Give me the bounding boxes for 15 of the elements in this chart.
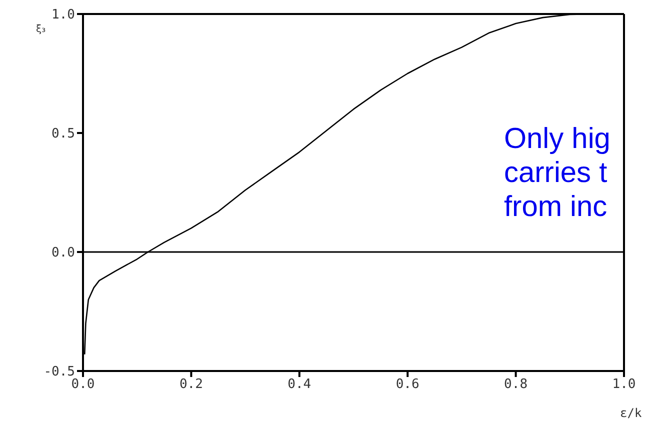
x-axis-title: ε/k: [620, 406, 642, 420]
y-tick-label: -0.5: [44, 364, 75, 380]
annotation: carries t: [504, 156, 608, 190]
x-tick-label: 0.6: [396, 377, 420, 392]
x-tick-label: 0.0: [71, 377, 95, 392]
x-tick-label: 0.8: [504, 377, 528, 392]
x-tick-label: 0.4: [288, 377, 312, 392]
annotation: from inc: [504, 190, 608, 224]
y-axis-title: ξ₃: [36, 24, 46, 35]
y-tick-label: 1.0: [52, 8, 75, 23]
y-tick-label: 0.0: [52, 246, 75, 261]
x-tick-label: 1.0: [612, 377, 636, 392]
y-tick-label: 0.5: [52, 126, 75, 142]
x-tick-label: 0.2: [179, 377, 203, 392]
annotation: Only hig: [504, 122, 610, 156]
